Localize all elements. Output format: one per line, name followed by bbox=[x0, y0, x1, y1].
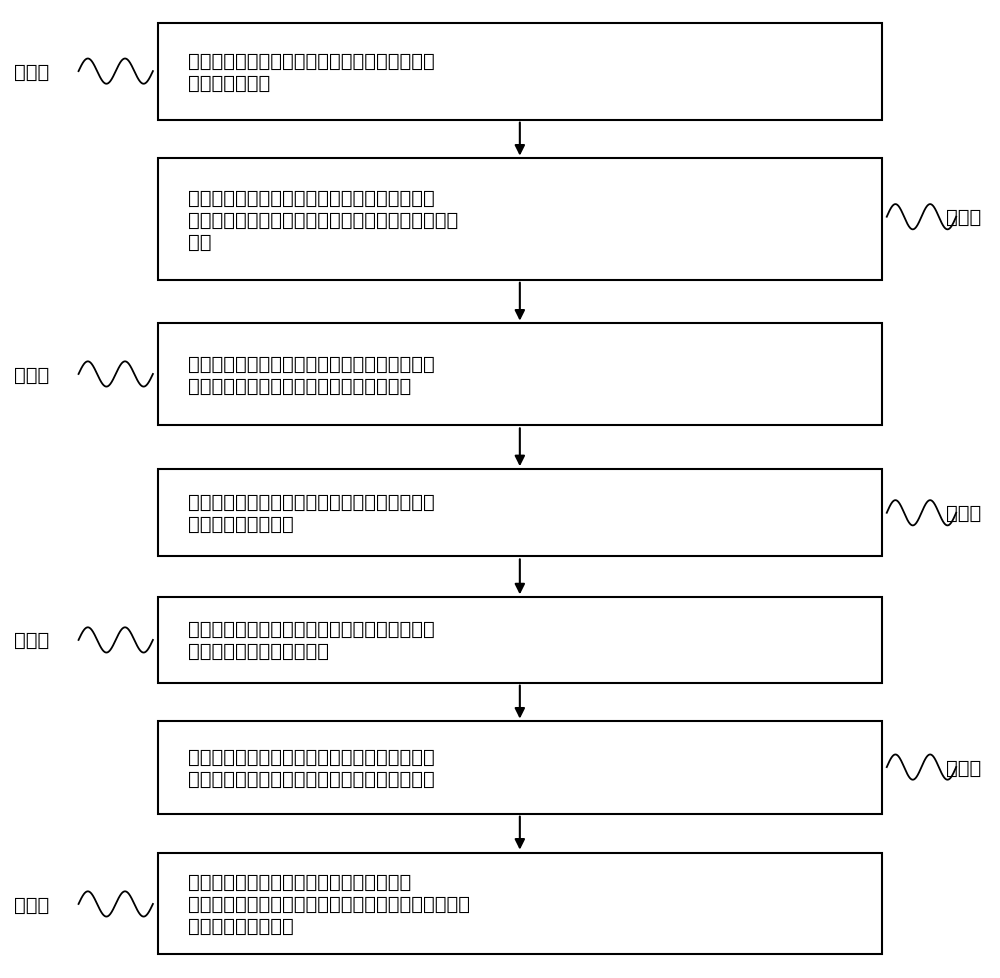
Text: 步骤四: 步骤四 bbox=[946, 504, 981, 522]
Text: 对上述步骤五中的封装验证过程进行评估，以验
证其正确性，以对封装验证环节进行进一步优化: 对上述步骤五中的封装验证过程进行评估，以验 证其正确性，以对封装验证环节进行进一… bbox=[188, 747, 434, 788]
Text: 步骤六: 步骤六 bbox=[946, 758, 981, 777]
Text: 上述测试指标完成后进行封装验证，检验芯片经
过封装过程后是否依然完好: 上述测试指标完成后进行封装验证，检验芯片经 过封装过程后是否依然完好 bbox=[188, 620, 434, 661]
FancyBboxPatch shape bbox=[158, 853, 882, 955]
Text: 步骤五检验芯片经过封装过程是否完好中，
对失效芯片进行回收处理并分析找到失良的关键因素，
以加强芯片的可靠性: 步骤五检验芯片经过封装过程是否完好中， 对失效芯片进行回收处理并分析找到失良的关… bbox=[188, 872, 470, 935]
Text: 步骤一: 步骤一 bbox=[14, 63, 49, 81]
FancyBboxPatch shape bbox=[158, 324, 882, 426]
Text: 对上述步骤测试完成的各独立电路单元进行器件
特性描述，设定器件工作参数范围的极限值: 对上述步骤测试完成的各独立电路单元进行器件 特性描述，设定器件工作参数范围的极限… bbox=[188, 355, 434, 395]
Text: 将晶圆切割成各独立的电路单元，单个单元进行
独立封装和测试: 将晶圆切割成各独立的电路单元，单个单元进行 独立封装和测试 bbox=[188, 52, 434, 93]
Text: 步骤二: 步骤二 bbox=[946, 208, 981, 227]
FancyBboxPatch shape bbox=[158, 23, 882, 120]
FancyBboxPatch shape bbox=[158, 722, 882, 814]
FancyBboxPatch shape bbox=[158, 469, 882, 556]
FancyBboxPatch shape bbox=[158, 159, 882, 281]
Text: 对进行器件特性描述后的晶圆进行二次测试，测
试方向为抗老化指标: 对进行器件特性描述后的晶圆进行二次测试，测 试方向为抗老化指标 bbox=[188, 493, 434, 534]
Text: 步骤五: 步骤五 bbox=[14, 631, 49, 649]
Text: 步骤七: 步骤七 bbox=[14, 895, 49, 913]
Text: 对上述切割的独立电路单元进行一次测试，测试
方向为验证各电路单元封装后的正确性，以符合完成
指标: 对上述切割的独立电路单元进行一次测试，测试 方向为验证各电路单元封装后的正确性，… bbox=[188, 189, 458, 251]
FancyBboxPatch shape bbox=[158, 598, 882, 683]
Text: 步骤三: 步骤三 bbox=[14, 365, 49, 384]
